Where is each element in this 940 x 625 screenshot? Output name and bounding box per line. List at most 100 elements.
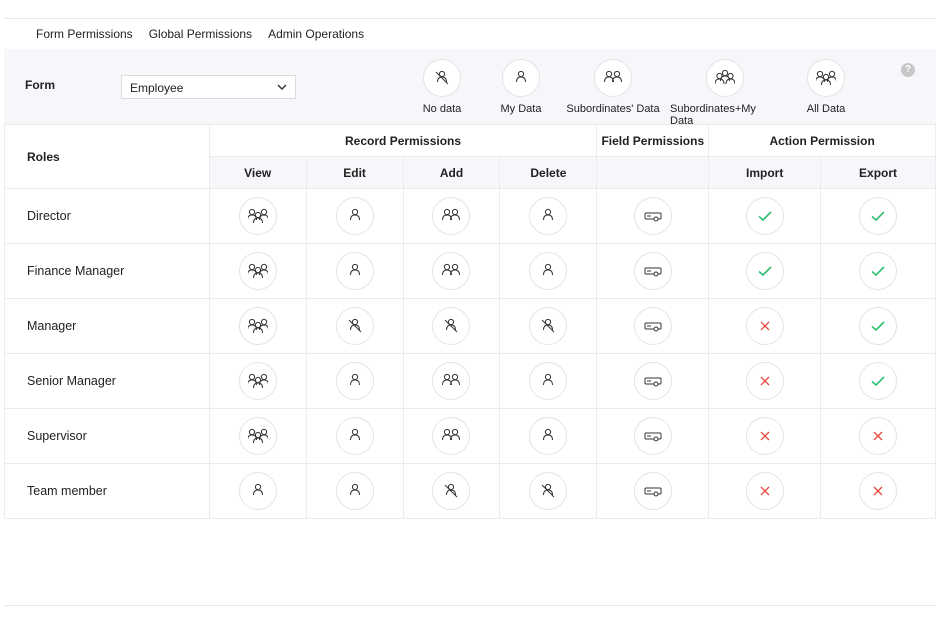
view-header: View xyxy=(208,156,307,189)
bottom-divider xyxy=(4,605,936,606)
cross-icon[interactable] xyxy=(745,362,784,400)
view-cell xyxy=(208,463,307,519)
my-data-icon[interactable] xyxy=(529,252,568,290)
check-icon[interactable] xyxy=(745,197,784,235)
export-cell xyxy=(820,408,936,464)
cross-icon[interactable] xyxy=(745,417,784,455)
cross-icon[interactable] xyxy=(745,307,784,345)
add-header: Add xyxy=(402,156,501,189)
tab-form-permissions[interactable]: Form Permissions xyxy=(36,27,133,41)
my-data-icon[interactable] xyxy=(335,252,374,290)
subordinates-data-icon[interactable] xyxy=(432,197,471,235)
import-cell xyxy=(708,243,822,299)
my-data-icon[interactable] xyxy=(335,417,374,455)
form-select-value: Employee xyxy=(130,81,184,95)
permissions-table: Roles Record Permissions Field Permissio… xyxy=(4,124,936,519)
add-cell xyxy=(402,353,501,409)
edit-cell xyxy=(305,243,404,299)
field-toggle-icon[interactable] xyxy=(633,252,672,290)
view-cell xyxy=(208,408,307,464)
import-header: Import xyxy=(708,156,822,189)
legend-subordinates-my-data: Subordinates+My Data xyxy=(670,59,780,127)
all-data-icon[interactable] xyxy=(238,252,277,290)
field-permissions-header: Field Permissions xyxy=(596,124,710,157)
delete-cell xyxy=(499,463,598,519)
check-icon[interactable] xyxy=(745,252,784,290)
add-cell xyxy=(402,463,501,519)
my-data-icon[interactable] xyxy=(335,197,374,235)
help-icon[interactable]: ? xyxy=(901,63,915,77)
add-cell xyxy=(402,188,501,244)
no-data-icon[interactable] xyxy=(529,307,568,345)
role-name: Team member xyxy=(4,463,210,519)
all-data-icon[interactable] xyxy=(238,362,277,400)
roles-header: Roles xyxy=(4,124,210,189)
no-data-icon[interactable] xyxy=(335,307,374,345)
all-data-icon[interactable] xyxy=(238,197,277,235)
no-data-icon[interactable] xyxy=(432,307,471,345)
delete-cell xyxy=(499,188,598,244)
my-data-icon[interactable] xyxy=(238,472,277,510)
table-row: Manager xyxy=(4,298,936,354)
my-data-icon[interactable] xyxy=(529,362,568,400)
delete-header: Delete xyxy=(499,156,598,189)
delete-cell xyxy=(499,243,598,299)
check-icon[interactable] xyxy=(859,307,898,345)
legend-no-data: No data xyxy=(419,59,465,115)
view-cell xyxy=(208,298,307,354)
subordinates-data-icon[interactable] xyxy=(432,252,471,290)
legend-label: My Data xyxy=(500,103,542,115)
add-cell xyxy=(402,408,501,464)
my-data-icon[interactable] xyxy=(529,197,568,235)
field-toggle-icon[interactable] xyxy=(633,362,672,400)
no-data-icon xyxy=(423,59,461,97)
form-select[interactable]: Employee xyxy=(121,75,296,99)
import-cell xyxy=(708,353,822,409)
field-toggle-icon[interactable] xyxy=(633,417,672,455)
field-cell xyxy=(596,243,710,299)
subordinates-data-icon[interactable] xyxy=(432,417,471,455)
tab-global-permissions[interactable]: Global Permissions xyxy=(148,27,253,41)
no-data-icon[interactable] xyxy=(432,472,471,510)
no-data-icon[interactable] xyxy=(529,472,568,510)
cross-icon[interactable] xyxy=(859,417,898,455)
action-permission-header: Action Permission xyxy=(708,124,936,157)
chevron-down-icon xyxy=(277,84,287,90)
view-cell xyxy=(208,188,307,244)
field-subheader xyxy=(596,156,710,189)
check-icon[interactable] xyxy=(859,252,898,290)
field-toggle-icon[interactable] xyxy=(633,307,672,345)
import-cell xyxy=(708,298,822,354)
legend-label: All Data xyxy=(806,103,846,115)
check-icon[interactable] xyxy=(859,362,898,400)
field-cell xyxy=(596,408,710,464)
subordinates-data-icon[interactable] xyxy=(432,362,471,400)
role-name: Finance Manager xyxy=(4,243,210,299)
edit-cell xyxy=(305,353,404,409)
role-name: Director xyxy=(4,188,210,244)
all-data-icon[interactable] xyxy=(238,417,277,455)
view-cell xyxy=(208,353,307,409)
field-toggle-icon[interactable] xyxy=(633,472,672,510)
edit-cell xyxy=(305,408,404,464)
table-row: Team member xyxy=(4,463,936,519)
check-icon[interactable] xyxy=(859,197,898,235)
tab-admin-operations[interactable]: Admin Operations xyxy=(268,27,365,41)
my-data-icon[interactable] xyxy=(335,472,374,510)
all-data-icon[interactable] xyxy=(238,307,277,345)
field-cell xyxy=(596,188,710,244)
my-data-icon[interactable] xyxy=(529,417,568,455)
my-data-icon xyxy=(502,59,540,97)
import-cell xyxy=(708,408,822,464)
export-cell xyxy=(820,353,936,409)
delete-cell xyxy=(499,353,598,409)
cross-icon[interactable] xyxy=(859,472,898,510)
table-row: Supervisor xyxy=(4,408,936,464)
field-cell xyxy=(596,353,710,409)
my-data-icon[interactable] xyxy=(335,362,374,400)
cross-icon[interactable] xyxy=(745,472,784,510)
legend-my-data: My Data xyxy=(496,59,546,115)
field-toggle-icon[interactable] xyxy=(633,197,672,235)
export-cell xyxy=(820,188,936,244)
edit-cell xyxy=(305,298,404,354)
